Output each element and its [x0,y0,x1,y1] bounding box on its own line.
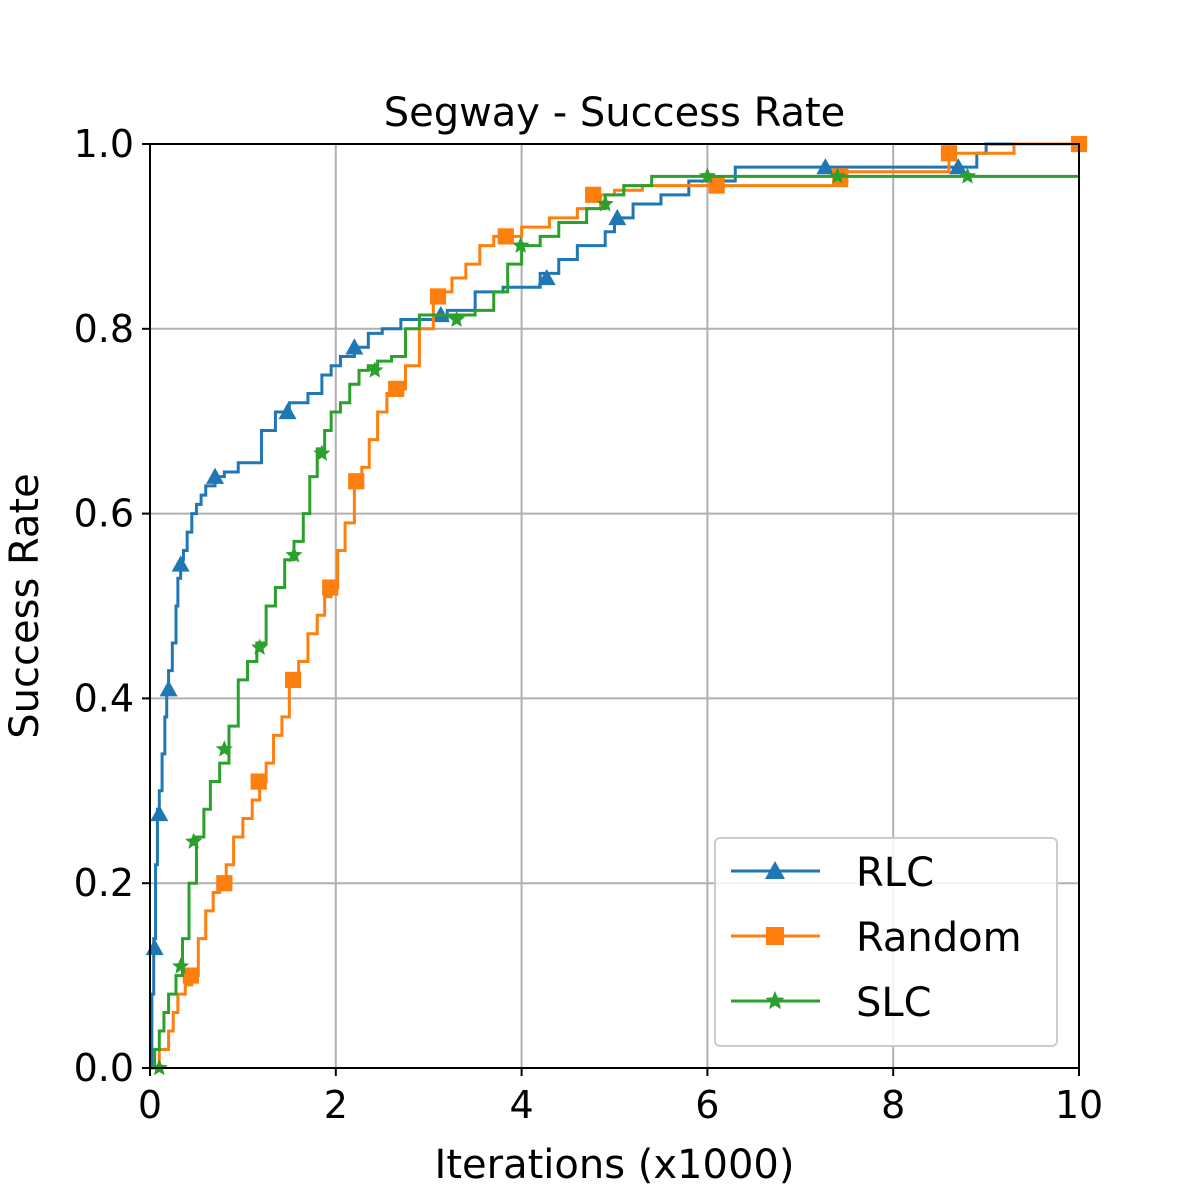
data-point-random [388,380,405,397]
grid [149,143,1080,1069]
data-point-rlc [159,680,178,697]
legend-marker-random [766,927,784,945]
data-point-slc [185,832,203,849]
data-point-slc [448,310,466,327]
y-tick-label: 0.2 [74,861,134,905]
data-point-random [322,579,339,596]
y-tick-label: 0.6 [74,492,134,536]
y-tick-label: 1.0 [74,122,134,166]
data-point-rlc [537,268,556,286]
x-tick-label: 10 [1055,1083,1103,1127]
data-point-slc [512,236,530,253]
y-tick-label: 0.4 [74,676,134,720]
data-point-rlc [206,467,225,484]
x-tick-label: 2 [324,1083,348,1127]
series-line-slc [150,174,1079,1070]
data-point-slc [366,361,384,378]
legend-label-slc: SLC [856,980,932,1026]
legend-item-rlc: RLC [731,850,934,896]
legend-marker-rlc [765,861,785,879]
data-point-slc [698,167,716,184]
data-point-random [940,145,958,162]
data-point-slc [596,195,614,212]
data-point-random [585,186,602,203]
data-point-random [497,228,514,245]
data-point-random [708,177,725,194]
x-axis-label: Iterations (x1000) [435,1142,795,1188]
plot-frame [149,143,1080,1069]
data-point-random [250,773,267,790]
data-point-rlc [150,804,169,822]
series-slc [150,167,1079,1076]
data-point-slc [215,740,233,757]
y-axis-label: Success Rate [2,473,48,738]
chart-title: Segway - Success Rate [384,90,846,136]
series-line-random [150,142,1079,1070]
legend-label-random: Random [856,915,1022,961]
data-point-slc [251,638,269,655]
data-point-rlc [816,158,835,175]
y-tick-label: 0.8 [74,307,134,351]
series-group [145,135,1088,1076]
legend-box [714,837,1058,1047]
data-point-random [348,473,365,490]
legend-item-slc: SLC [731,980,932,1026]
data-point-random [216,875,233,892]
data-point-rlc [608,208,627,226]
series-random [150,135,1088,1070]
legend-label-rlc: RLC [856,850,934,896]
data-point-rlc [345,338,364,355]
y-tick-label: 0.0 [74,1046,134,1090]
legend: RLC Random SLC [714,837,1058,1047]
data-point-slc [285,546,303,563]
data-point-random [284,671,302,689]
data-point-random [429,288,447,305]
data-point-slc [313,444,331,461]
x-tick-label: 6 [695,1083,719,1127]
legend-marker-slc [765,991,785,1010]
data-point-slc [172,957,190,974]
axis-ticks: 0 2 4 6 8 10 0.0 0.2 0.4 0.6 0.8 1.0 [74,122,1104,1127]
data-point-slc [828,167,847,184]
x-tick-label: 8 [881,1083,905,1127]
data-point-rlc [278,402,297,420]
data-point-rlc [949,158,968,175]
x-tick-label: 4 [510,1083,534,1127]
x-tick-label: 0 [138,1083,162,1127]
data-point-rlc [171,555,190,572]
data-point-random [182,967,199,984]
legend-item-random: Random [731,915,1022,961]
data-point-slc [958,167,977,184]
